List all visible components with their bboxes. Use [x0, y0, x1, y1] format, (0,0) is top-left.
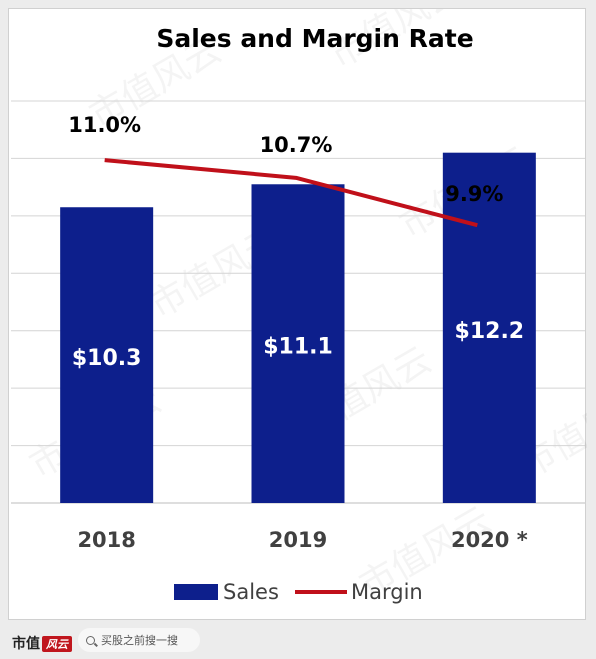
search-icon — [86, 635, 95, 645]
legend-sales-label: Sales — [223, 580, 279, 604]
search-placeholder: 买股之前搜一搜 — [101, 634, 178, 647]
chart-card: 市值风云市值风云市值风云市值风云市值风云市值风云市值风云市值风云 $10.3$1… — [8, 0, 596, 620]
margin-label-2: 9.9% — [445, 182, 503, 206]
bar-label-0: $10.3 — [72, 346, 142, 371]
bars — [60, 152, 536, 503]
bar-label-1: $11.1 — [263, 335, 333, 360]
x-tick-label-1: 2019 — [269, 528, 327, 552]
search-box[interactable]: 买股之前搜一搜 — [78, 628, 200, 652]
margin-line-path — [104, 158, 478, 228]
bar-sales-2 — [442, 152, 536, 503]
x-tick-labels: 2018 2019 2020 * — [77, 528, 527, 552]
margin-label-0: 11.0% — [68, 113, 141, 137]
x-tick-label-0: 2018 — [77, 528, 135, 552]
legend-margin-label: Margin — [351, 580, 423, 604]
legend-sales-swatch — [174, 584, 218, 600]
footer-bar: 市值 风云 买股之前搜一搜 — [0, 622, 596, 659]
margin-labels: 11.0% 10.7% 9.9% — [68, 113, 503, 206]
bar-labels: $10.3 $11.1 $12.2 — [72, 319, 524, 371]
brand-logo[interactable]: 市值 风云 — [12, 633, 72, 653]
bar-label-2: $12.2 — [455, 319, 525, 344]
brand-text: 市值 — [12, 636, 40, 652]
bar-sales-1 — [251, 184, 345, 503]
x-tick-label-2: 2020 * — [451, 528, 528, 552]
legend-margin-swatch — [295, 590, 347, 594]
chart-svg: 市值风云市值风云市值风云市值风云市值风云市值风云市值风云市值风云 $10.3$1… — [11, 0, 596, 607]
margin-line — [104, 158, 478, 228]
chart-title: Sales and Margin Rate — [156, 24, 473, 53]
brand-badge: 风云 — [42, 636, 72, 652]
bar-sales-0 — [60, 207, 154, 503]
margin-label-1: 10.7% — [260, 133, 333, 157]
legend: Sales Margin — [174, 580, 423, 604]
